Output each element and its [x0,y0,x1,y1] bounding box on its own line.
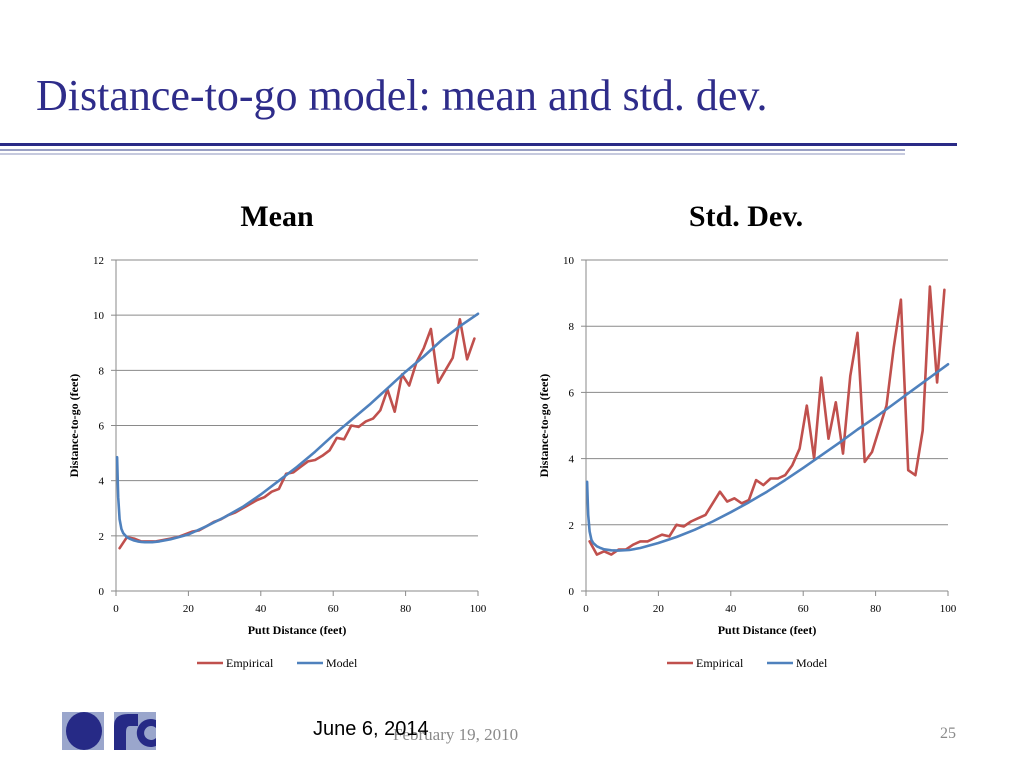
std-dev-y-tick-label: 6 [569,387,575,399]
std-dev-x-axis-label: Putt Distance (feet) [718,623,817,637]
std-dev-x-tick-label: 100 [940,603,957,615]
mean-x-tick-label: 60 [328,603,340,615]
logo-circle [66,712,102,750]
std-dev-x-tick-label: 0 [583,603,589,615]
mean-chart-title: Mean [240,200,314,233]
std-dev-y-tick-label: 2 [569,520,575,532]
std-dev-x-tick-label: 20 [653,603,665,615]
std-dev-x-tick-label: 60 [798,603,810,615]
footer-date: June 6, 2014 [313,718,429,740]
mean-x-axis-label: Putt Distance (feet) [248,623,347,637]
std-dev-legend-label-model: Model [796,656,828,670]
std-dev-y-tick-label: 8 [569,321,575,333]
mean-y-tick-label: 8 [99,365,105,377]
mean-x-tick-label: 40 [255,603,266,615]
slide-title: Distance-to-go model: mean and std. dev. [36,71,768,120]
std-dev-x-tick-label: 40 [725,603,737,615]
std-dev-series-model [585,363,950,552]
page-number: 25 [940,725,956,742]
logo-r-shape [114,714,138,750]
logo [62,712,156,750]
mean-series-model [115,312,480,544]
title-underline [0,143,957,146]
title-underline-shadow-light [0,153,905,155]
std-dev-x-tick-label: 80 [870,603,882,615]
std-dev-y-axis-label: Distance-to-go (feet) [537,374,551,478]
footer-date-original: February 19, 2010 [393,725,519,744]
std-dev-series-empirical [588,285,946,556]
std-dev-y-tick-label: 10 [563,255,575,267]
std-dev-y-tick-label: 4 [569,454,575,466]
mean-y-tick-label: 4 [99,476,105,488]
mean-y-tick-label: 12 [93,255,104,267]
mean-y-tick-label: 6 [99,421,105,433]
mean-y-tick-label: 0 [99,586,105,598]
mean-chart: 0 2 4 6 8 10 12 0 20 40 60 80 100 Putt Distance (feet… [67,255,487,670]
mean-legend-label-empirical: Empirical [226,656,274,670]
mean-x-tick-label: 0 [113,603,119,615]
title-underline-shadow [0,149,905,151]
std-dev-y-tick-label: 0 [569,586,575,598]
mean-y-tick-label: 2 [99,531,105,543]
mean-legend-label-model: Model [326,656,358,670]
mean-y-tick-label: 10 [93,310,105,322]
mean-y-axis-label: Distance-to-go (feet) [67,374,81,478]
mean-x-tick-label: 80 [400,603,412,615]
logo-c-shape [136,719,156,747]
mean-x-tick-label: 20 [183,603,195,615]
mean-x-tick-label: 100 [470,603,487,615]
std-dev-chart-title: Std. Dev. [688,200,804,233]
std-dev-legend-label-empirical: Empirical [696,656,744,670]
mean-series-empirical [118,318,476,550]
